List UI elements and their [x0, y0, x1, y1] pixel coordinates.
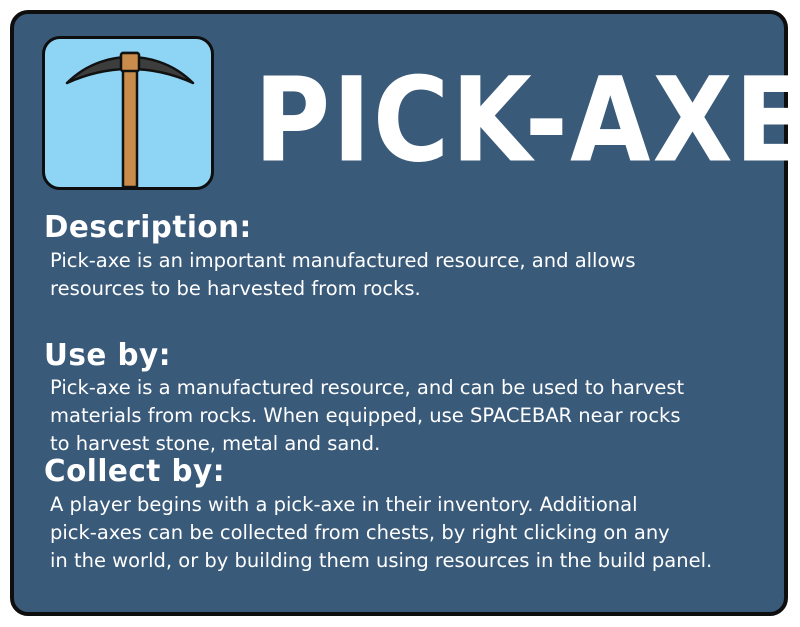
- collect-by-line: A player begins with a pick-axe in their…: [50, 493, 638, 516]
- collect-by-text: A player begins with a pick-axe in their…: [50, 491, 712, 575]
- item-info-panel: PICK-AXE Description: Pick-axe is an imp…: [10, 10, 800, 616]
- pickaxe-icon: [65, 51, 195, 187]
- use-by-line: to harvest stone, metal and sand.: [50, 432, 381, 455]
- description-line: resources to be harvested from rocks.: [50, 277, 421, 300]
- description-heading: Description:: [44, 210, 252, 245]
- item-title: PICK-AXE: [254, 51, 800, 189]
- description-line: Pick-axe is an important manufactured re…: [50, 249, 636, 272]
- use-by-heading: Use by:: [44, 338, 171, 373]
- description-text: Pick-axe is an important manufactured re…: [50, 247, 636, 303]
- collect-by-heading: Collect by:: [44, 454, 225, 489]
- collect-by-line: in the world, or by building them using …: [50, 549, 713, 572]
- use-by-text: Pick-axe is a manufactured resource, and…: [50, 374, 684, 458]
- item-icon-frame: [42, 36, 214, 190]
- use-by-line: materials from rocks. When equipped, use…: [50, 404, 681, 427]
- use-by-line: Pick-axe is a manufactured resource, and…: [50, 376, 685, 399]
- collect-by-line: pick-axes can be collected from chests, …: [50, 521, 670, 544]
